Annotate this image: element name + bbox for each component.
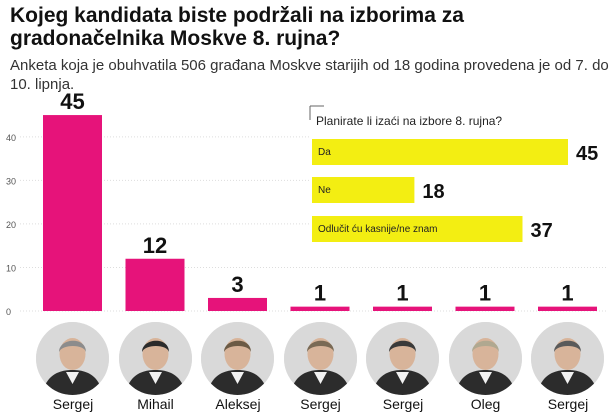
portrait-icon — [201, 322, 274, 395]
candidate-name: Sergej — [300, 396, 341, 412]
candidate-photo — [199, 319, 277, 411]
inset-bar-label: Ne — [318, 185, 331, 196]
inset-bar-label: Odlučit ću kasnije/ne znam — [318, 224, 438, 235]
y-tick-label: 20 — [6, 220, 16, 230]
inset-value-label: 37 — [530, 220, 552, 242]
y-tick-label: 30 — [6, 176, 16, 186]
candidate-name: Sergej — [52, 396, 94, 412]
bar-value-label: 1 — [479, 281, 491, 306]
candidate-photo — [282, 319, 360, 411]
bar — [125, 258, 185, 311]
inset-bar-label: Da — [318, 147, 331, 158]
inset-bar — [312, 177, 415, 203]
y-tick-label: 10 — [6, 263, 16, 273]
bar — [455, 306, 515, 311]
bar — [538, 306, 597, 311]
portrait-icon — [283, 322, 357, 395]
inset-bar — [312, 216, 523, 242]
bar-value-label: 3 — [231, 272, 243, 297]
candidate-photo — [447, 319, 525, 411]
portrait-icon — [366, 322, 439, 395]
candidate-name: Sergej — [382, 396, 424, 412]
bar — [208, 297, 267, 311]
y-tick-label: 40 — [6, 133, 16, 143]
candidate-photo — [34, 319, 112, 411]
inset-title: Planirate li izaći na izbore 8. rujna? — [316, 114, 502, 128]
candidate-name: Sergej — [547, 396, 589, 412]
inset-value-label: 45 — [576, 143, 598, 165]
candidate-name: Oleg — [470, 396, 501, 412]
chart-subtitle: Anketa koja je obuhvatila 506 građana Mo… — [10, 57, 609, 93]
bar-value-label: 1 — [561, 281, 573, 306]
bar-value-label: 1 — [314, 281, 326, 306]
inset-value-label: 18 — [422, 181, 444, 203]
portrait-icon — [531, 322, 604, 395]
y-tick-label: 0 — [6, 307, 11, 317]
bar — [290, 306, 350, 311]
portrait-icon — [118, 322, 192, 395]
bar-value-label: 12 — [143, 233, 167, 258]
portrait-icon — [448, 322, 522, 395]
inset-bar — [312, 139, 568, 165]
chart-title: Kojeg kandidata biste podržali na izbori… — [10, 4, 464, 50]
candidate-photo — [117, 319, 195, 411]
portrait-icon — [36, 322, 109, 395]
bar — [373, 306, 432, 311]
candidate-photo — [529, 319, 607, 411]
bar-value-label: 1 — [396, 281, 408, 306]
candidate-name: Mihail — [137, 396, 174, 412]
bar — [43, 115, 102, 311]
candidate-name: Aleksej — [215, 396, 261, 412]
bar-value-label: 45 — [60, 89, 84, 114]
candidate-photo — [364, 319, 442, 411]
